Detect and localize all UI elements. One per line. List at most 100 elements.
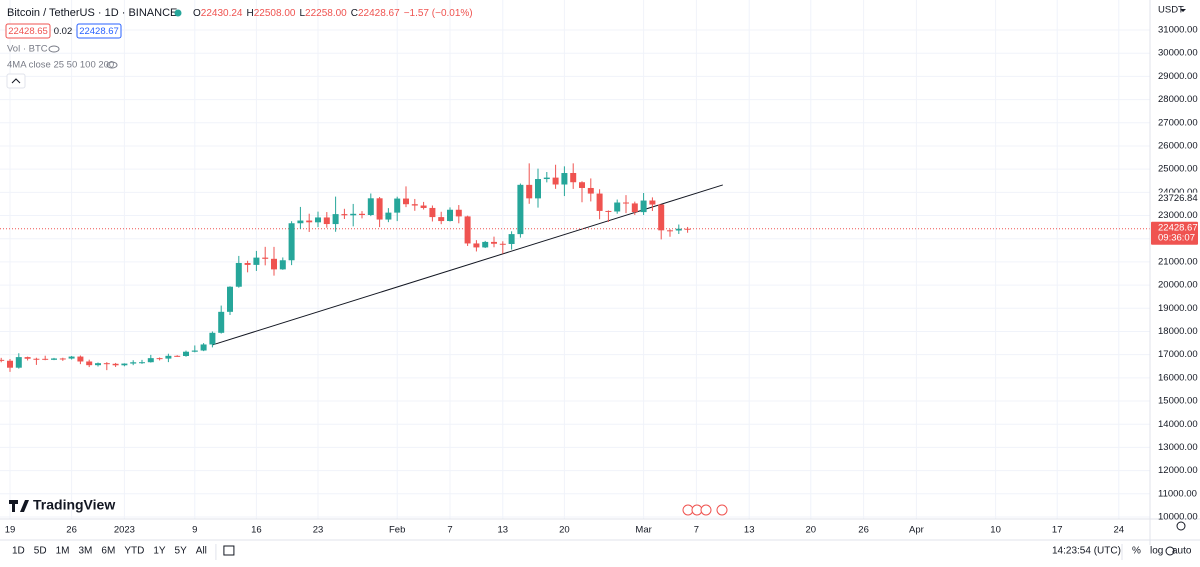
- y-tick-label: 20000.00: [1158, 280, 1198, 291]
- candle-body: [191, 350, 198, 352]
- range-button[interactable]: 1Y: [153, 546, 166, 557]
- event-icon[interactable]: [716, 504, 728, 516]
- dropdown-icon: [1180, 9, 1186, 12]
- candle-body: [640, 200, 647, 213]
- logo-icon: [9, 500, 29, 512]
- candle-body: [464, 216, 471, 244]
- candle-body: [623, 202, 629, 204]
- scale-button[interactable]: log: [1150, 546, 1163, 557]
- axis-settings-icon[interactable]: [1176, 521, 1186, 531]
- y-tick-label: 29000.00: [1158, 71, 1198, 82]
- candle-body: [121, 363, 128, 366]
- x-tick-label: 16: [251, 525, 262, 536]
- x-tick-label: 17: [1052, 525, 1063, 536]
- y-tick-label: 12000.00: [1158, 465, 1198, 476]
- range-button[interactable]: All: [196, 546, 207, 557]
- candle-body: [367, 198, 374, 215]
- candle-body: [438, 217, 445, 222]
- x-tick-label: 13: [744, 525, 755, 536]
- visibility-icon[interactable]: [106, 61, 118, 69]
- x-tick-label: 26: [66, 525, 77, 536]
- candle-body: [561, 173, 568, 185]
- range-button[interactable]: 3M: [79, 546, 93, 557]
- event-icon[interactable]: [700, 504, 712, 516]
- candle-body: [552, 177, 559, 185]
- y-tick-label: 10000.00: [1158, 512, 1198, 523]
- y-tick-label: 25000.00: [1158, 164, 1198, 175]
- candle-body: [86, 361, 93, 366]
- candle-body: [394, 198, 401, 213]
- candle-body: [95, 363, 101, 366]
- x-tick-label: 20: [806, 525, 817, 536]
- candle-body: [649, 200, 656, 205]
- y-tick-label: 27000.00: [1158, 117, 1198, 128]
- range-button[interactable]: 5D: [34, 546, 47, 557]
- compare-icon[interactable]: [223, 545, 235, 556]
- event-icons[interactable]: [682, 504, 728, 516]
- range-button[interactable]: YTD: [124, 546, 144, 557]
- y-tick-label: 18000.00: [1158, 326, 1198, 337]
- candle-body: [297, 220, 304, 224]
- candle-body: [376, 198, 383, 220]
- clock: 14:23:54 (UTC): [1052, 546, 1121, 557]
- last-price-tag: [1151, 221, 1198, 245]
- y-tick-label: 23000.00: [1158, 210, 1198, 221]
- visibility-icon[interactable]: [48, 45, 60, 53]
- x-tick-label: 24: [1114, 525, 1125, 536]
- candle-body: [279, 260, 286, 270]
- x-tick-label: 9: [192, 525, 197, 536]
- candle-body: [15, 357, 22, 368]
- candle-body: [614, 202, 621, 212]
- candle-body: [33, 358, 40, 360]
- range-button[interactable]: 6M: [101, 546, 115, 557]
- candle-body: [156, 358, 163, 360]
- scale-button[interactable]: %: [1132, 546, 1141, 557]
- candle-body: [499, 243, 506, 245]
- candle-body: [350, 213, 357, 216]
- currency-selector[interactable]: USDT: [1158, 5, 1184, 16]
- candle-body: [491, 241, 497, 244]
- candle-body: [675, 228, 682, 231]
- candle-body: [77, 356, 84, 362]
- x-tick-label: Mar: [635, 525, 651, 536]
- candle-body: [253, 257, 260, 265]
- range-button[interactable]: 5Y: [175, 546, 188, 557]
- candle-body: [200, 344, 207, 351]
- collapse-button[interactable]: [6, 73, 26, 89]
- range-button[interactable]: 1M: [56, 546, 70, 557]
- candle-body: [271, 258, 277, 270]
- bid-button[interactable]: [5, 23, 51, 39]
- x-tick-label: 7: [447, 525, 452, 536]
- ask-button[interactable]: [76, 23, 122, 39]
- candle-body: [455, 209, 462, 217]
- candle-body: [51, 358, 57, 360]
- candle-body: [447, 209, 453, 222]
- symbol-title: Bitcoin / TetherUS · 1D · BINANCE: [7, 7, 177, 19]
- candle-body: [323, 217, 330, 225]
- candle-body: [658, 204, 665, 231]
- candle-body: [183, 351, 189, 356]
- ask-price[interactable]: 22428.67: [79, 26, 119, 37]
- candle-body: [68, 356, 75, 359]
- y-tick-label: 13000.00: [1158, 442, 1198, 453]
- range-button[interactable]: 1D: [12, 546, 25, 557]
- logo-text: TradingView: [33, 497, 115, 513]
- candle-body: [112, 363, 119, 366]
- collapse-icon: [11, 78, 21, 84]
- y-tick-label: 30000.00: [1158, 48, 1198, 59]
- candle-body: [605, 210, 612, 212]
- countdown: 09:36:07: [1158, 232, 1195, 243]
- candle-body: [579, 182, 585, 188]
- y-tick-label: 15000.00: [1158, 396, 1198, 407]
- candle-body: [508, 234, 515, 244]
- candle-body: [227, 286, 233, 312]
- y-tick-label: 31000.00: [1158, 25, 1198, 36]
- candle-body: [411, 204, 418, 206]
- scale-button[interactable]: auto: [1172, 546, 1192, 557]
- bid-price[interactable]: 22428.65: [8, 26, 48, 37]
- candle-body: [517, 184, 524, 235]
- settings-icon[interactable]: [1165, 546, 1175, 556]
- x-tick-label: 20: [559, 525, 570, 536]
